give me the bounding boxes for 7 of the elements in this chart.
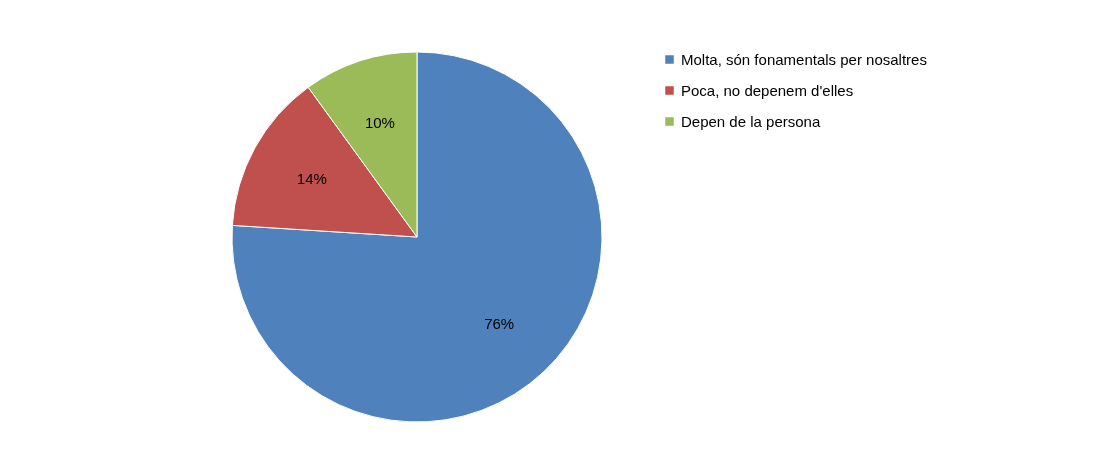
legend-label: Depen de la persona — [681, 112, 821, 130]
data-label: 14% — [296, 170, 327, 188]
data-label: 10% — [364, 113, 395, 131]
legend-label: Molta, són fonamentals per nosaltres — [681, 50, 927, 68]
data-label: 76% — [484, 315, 515, 333]
pie-slice — [231, 51, 603, 423]
legend-label: Poca, no depenem d'elles — [681, 81, 854, 99]
